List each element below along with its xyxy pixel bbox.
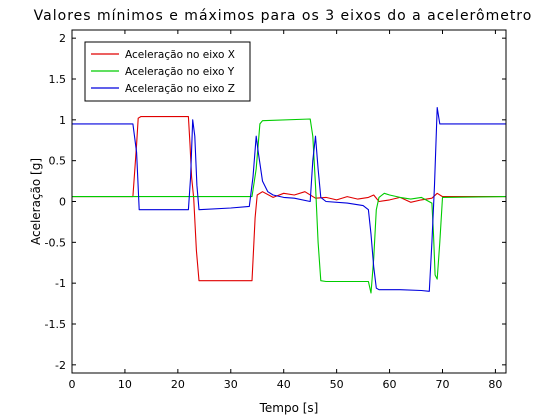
y-tick-label: 2 [59,32,66,45]
y-tick-label: 1 [59,114,66,127]
y-tick-label: -1 [55,277,66,290]
chart-title: Valores mínimos e máximos para os 3 eixo… [34,8,533,24]
legend-label-1: Aceleração no eixo X [125,49,235,61]
x-tick-label: 50 [330,378,344,391]
x-tick-label: 80 [488,378,502,391]
axes-frame [71,29,507,374]
x-tick-label: 0 [69,378,76,391]
x-tick-label: 10 [118,378,132,391]
legend-label-2: Aceleração no eixo Y [125,66,235,78]
y-tick-label: 1.5 [49,73,67,86]
y-tick-label: -2 [55,359,66,372]
y-tick-label: 0.5 [49,155,67,168]
y-tick-label: 0 [59,196,66,209]
x-axis-label: Tempo [s] [259,401,319,415]
series-line-2 [72,118,507,294]
y-tick-label: -1.5 [45,318,66,331]
y-tick-label: -0.5 [45,236,66,249]
legend-label-3: Aceleração no eixo Z [125,83,235,95]
x-tick-label: 30 [224,378,238,391]
series-line-1 [72,116,506,282]
x-tick-label: 20 [171,378,185,391]
x-tick-label: 70 [435,378,449,391]
series-line-3 [72,107,506,292]
x-tick-label: 60 [383,378,397,391]
x-tick-label: 40 [277,378,291,391]
y-axis-label: Aceleração [g] [29,158,43,245]
